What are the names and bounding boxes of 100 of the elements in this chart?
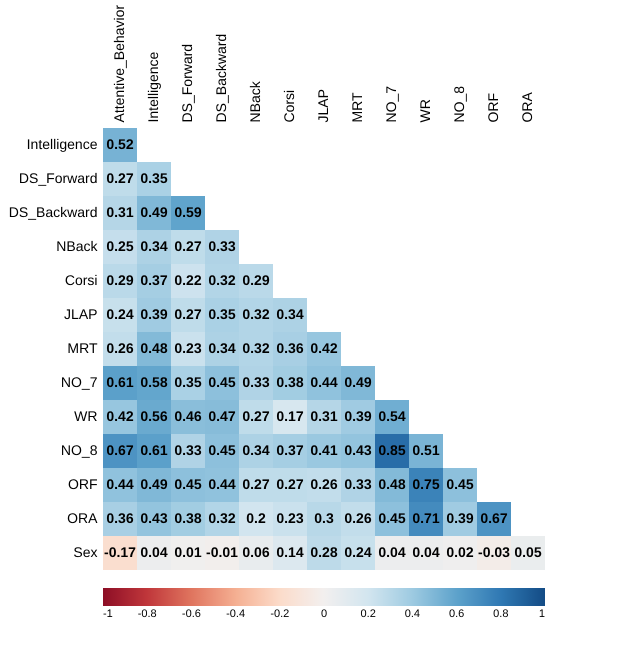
data-label: 0.47	[208, 408, 236, 424]
data-label: 0.44	[310, 374, 338, 390]
y-tick-label: DS_Backward	[8, 204, 98, 220]
y-tick-label: WR	[74, 408, 98, 424]
data-label: 0.34	[276, 306, 304, 322]
data-label: 0.67	[106, 442, 134, 458]
data-label: 0.33	[242, 374, 270, 390]
data-label: 0.41	[310, 442, 338, 458]
data-label: 0.45	[208, 442, 236, 458]
y-tick-label: Corsi	[64, 272, 98, 288]
y-tick-label: NO_8	[60, 442, 98, 458]
y-tick-label: ORA	[67, 510, 98, 526]
data-label: 0.42	[106, 408, 134, 424]
data-label: 0.44	[106, 476, 134, 492]
data-label: 0.45	[208, 374, 236, 390]
data-label: 0.39	[344, 408, 372, 424]
data-label: 0.42	[310, 340, 338, 356]
data-label: 0.01	[174, 544, 202, 560]
data-label: 0.43	[140, 510, 168, 526]
data-label: 0.34	[140, 238, 168, 254]
color-bar-label: 0.2	[360, 608, 376, 620]
y-tick-label: NBack	[56, 238, 98, 254]
data-label: 0.27	[276, 476, 304, 492]
data-label: 0.27	[174, 238, 202, 254]
data-label: -0.03	[478, 544, 510, 560]
data-label: 0.35	[174, 374, 202, 390]
data-label: 0.56	[140, 408, 168, 424]
color-bar-label: 0.4	[404, 608, 420, 620]
data-label: -0.01	[206, 544, 238, 560]
data-label: 0.04	[140, 544, 168, 560]
color-bar-label: -0.2	[270, 608, 290, 620]
data-label: 0.37	[140, 272, 168, 288]
data-label: 0.49	[140, 476, 168, 492]
x-tick-label: DS_Forward	[179, 44, 195, 122]
data-label: 0.05	[514, 544, 542, 560]
data-label: 0.33	[344, 476, 372, 492]
data-label: 0.61	[106, 374, 134, 390]
data-label: 0.59	[174, 204, 202, 220]
data-label: 0.61	[140, 442, 168, 458]
x-tick-label: Attentive_Behavior	[111, 4, 127, 122]
y-tick-label: NO_7	[60, 374, 98, 390]
data-label: 0.23	[276, 510, 304, 526]
color-bar-label: -1	[103, 608, 113, 620]
x-tick-label: Intelligence	[145, 51, 161, 122]
data-label: 0.06	[242, 544, 270, 560]
data-label: 0.34	[242, 442, 270, 458]
y-tick-label: ORF	[68, 476, 98, 492]
data-label: 0.32	[208, 510, 236, 526]
data-label: 0.14	[276, 544, 304, 560]
data-label: 0.39	[140, 306, 168, 322]
data-label: 0.45	[378, 510, 406, 526]
data-label: 0.75	[412, 476, 440, 492]
x-tick-label: NO_8	[451, 86, 467, 122]
x-tick-label: NO_7	[383, 86, 399, 122]
data-label: 0.32	[242, 306, 270, 322]
data-label: 0.26	[310, 476, 338, 492]
data-label: 0.04	[378, 544, 406, 560]
data-label: 0.38	[174, 510, 202, 526]
data-label: 0.26	[106, 340, 134, 356]
y-tick-label: MRT	[67, 340, 98, 356]
data-label: 0.43	[344, 442, 372, 458]
data-label: 0.39	[446, 510, 474, 526]
data-label: 0.17	[276, 408, 304, 424]
data-label: 0.26	[344, 510, 372, 526]
data-label: 0.38	[276, 374, 304, 390]
data-label: 0.45	[446, 476, 474, 492]
data-label: 0.23	[174, 340, 202, 356]
data-label: 0.36	[276, 340, 304, 356]
data-label: 0.54	[378, 408, 406, 424]
x-tick-label: MRT	[349, 92, 365, 122]
color-bar-label: -0.6	[182, 608, 201, 620]
data-label: 0.33	[208, 238, 236, 254]
data-label: 0.31	[310, 408, 338, 424]
data-label: 0.67	[480, 510, 508, 526]
y-tick-label: Sex	[73, 544, 98, 560]
data-label: 0.29	[106, 272, 134, 288]
color-bar-label: 0	[320, 608, 328, 620]
data-label: 0.58	[140, 374, 168, 390]
data-label: 0.35	[140, 170, 168, 186]
data-label: 0.71	[412, 510, 440, 526]
data-label: 0.31	[106, 204, 134, 220]
data-label: 0.33	[174, 442, 202, 458]
color-bar-label: -0.4	[226, 608, 246, 620]
data-label: 0.24	[106, 306, 134, 322]
data-label: 0.52	[106, 136, 134, 152]
x-tick-label: JLAP	[315, 89, 331, 122]
x-tick-label: DS_Backward	[213, 34, 229, 122]
data-label: 0.44	[208, 476, 236, 492]
data-label: 0.27	[174, 306, 202, 322]
data-label: 0.22	[174, 272, 202, 288]
data-label: 0.45	[174, 476, 202, 492]
data-label: 0.02	[446, 544, 474, 560]
data-label: 0.2	[246, 510, 266, 526]
data-label: 0.24	[344, 544, 372, 560]
data-label: 0.48	[378, 476, 406, 492]
data-label: 0.48	[140, 340, 168, 356]
data-label: 0.34	[208, 340, 236, 356]
data-label: 0.28	[310, 544, 338, 560]
data-label: 0.49	[344, 374, 372, 390]
color-bar-label: 1	[538, 608, 545, 620]
